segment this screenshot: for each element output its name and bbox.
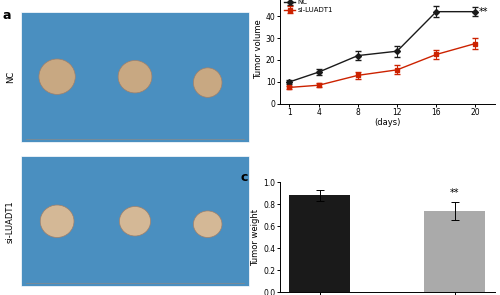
Legend: NC, si-LUADT1: NC, si-LUADT1 [283,0,335,14]
Text: si-LUADT1: si-LUADT1 [6,200,15,242]
FancyBboxPatch shape [21,12,249,142]
Bar [424,211,485,292]
Ellipse shape [40,205,74,237]
Ellipse shape [39,59,76,94]
Y-axis label: Tumor volume: Tumor volume [254,19,263,79]
Text: **: ** [478,7,488,17]
Bar [290,196,350,292]
Y-axis label: Tumor weight: Tumor weight [252,209,260,266]
Text: NC: NC [6,71,15,83]
Ellipse shape [194,211,222,237]
Text: a: a [2,9,11,22]
Text: **: ** [450,188,460,198]
Ellipse shape [118,60,152,93]
FancyBboxPatch shape [21,156,249,286]
Ellipse shape [120,206,150,236]
Ellipse shape [194,68,222,97]
Text: c: c [241,171,248,184]
X-axis label: (days): (days) [374,118,400,127]
